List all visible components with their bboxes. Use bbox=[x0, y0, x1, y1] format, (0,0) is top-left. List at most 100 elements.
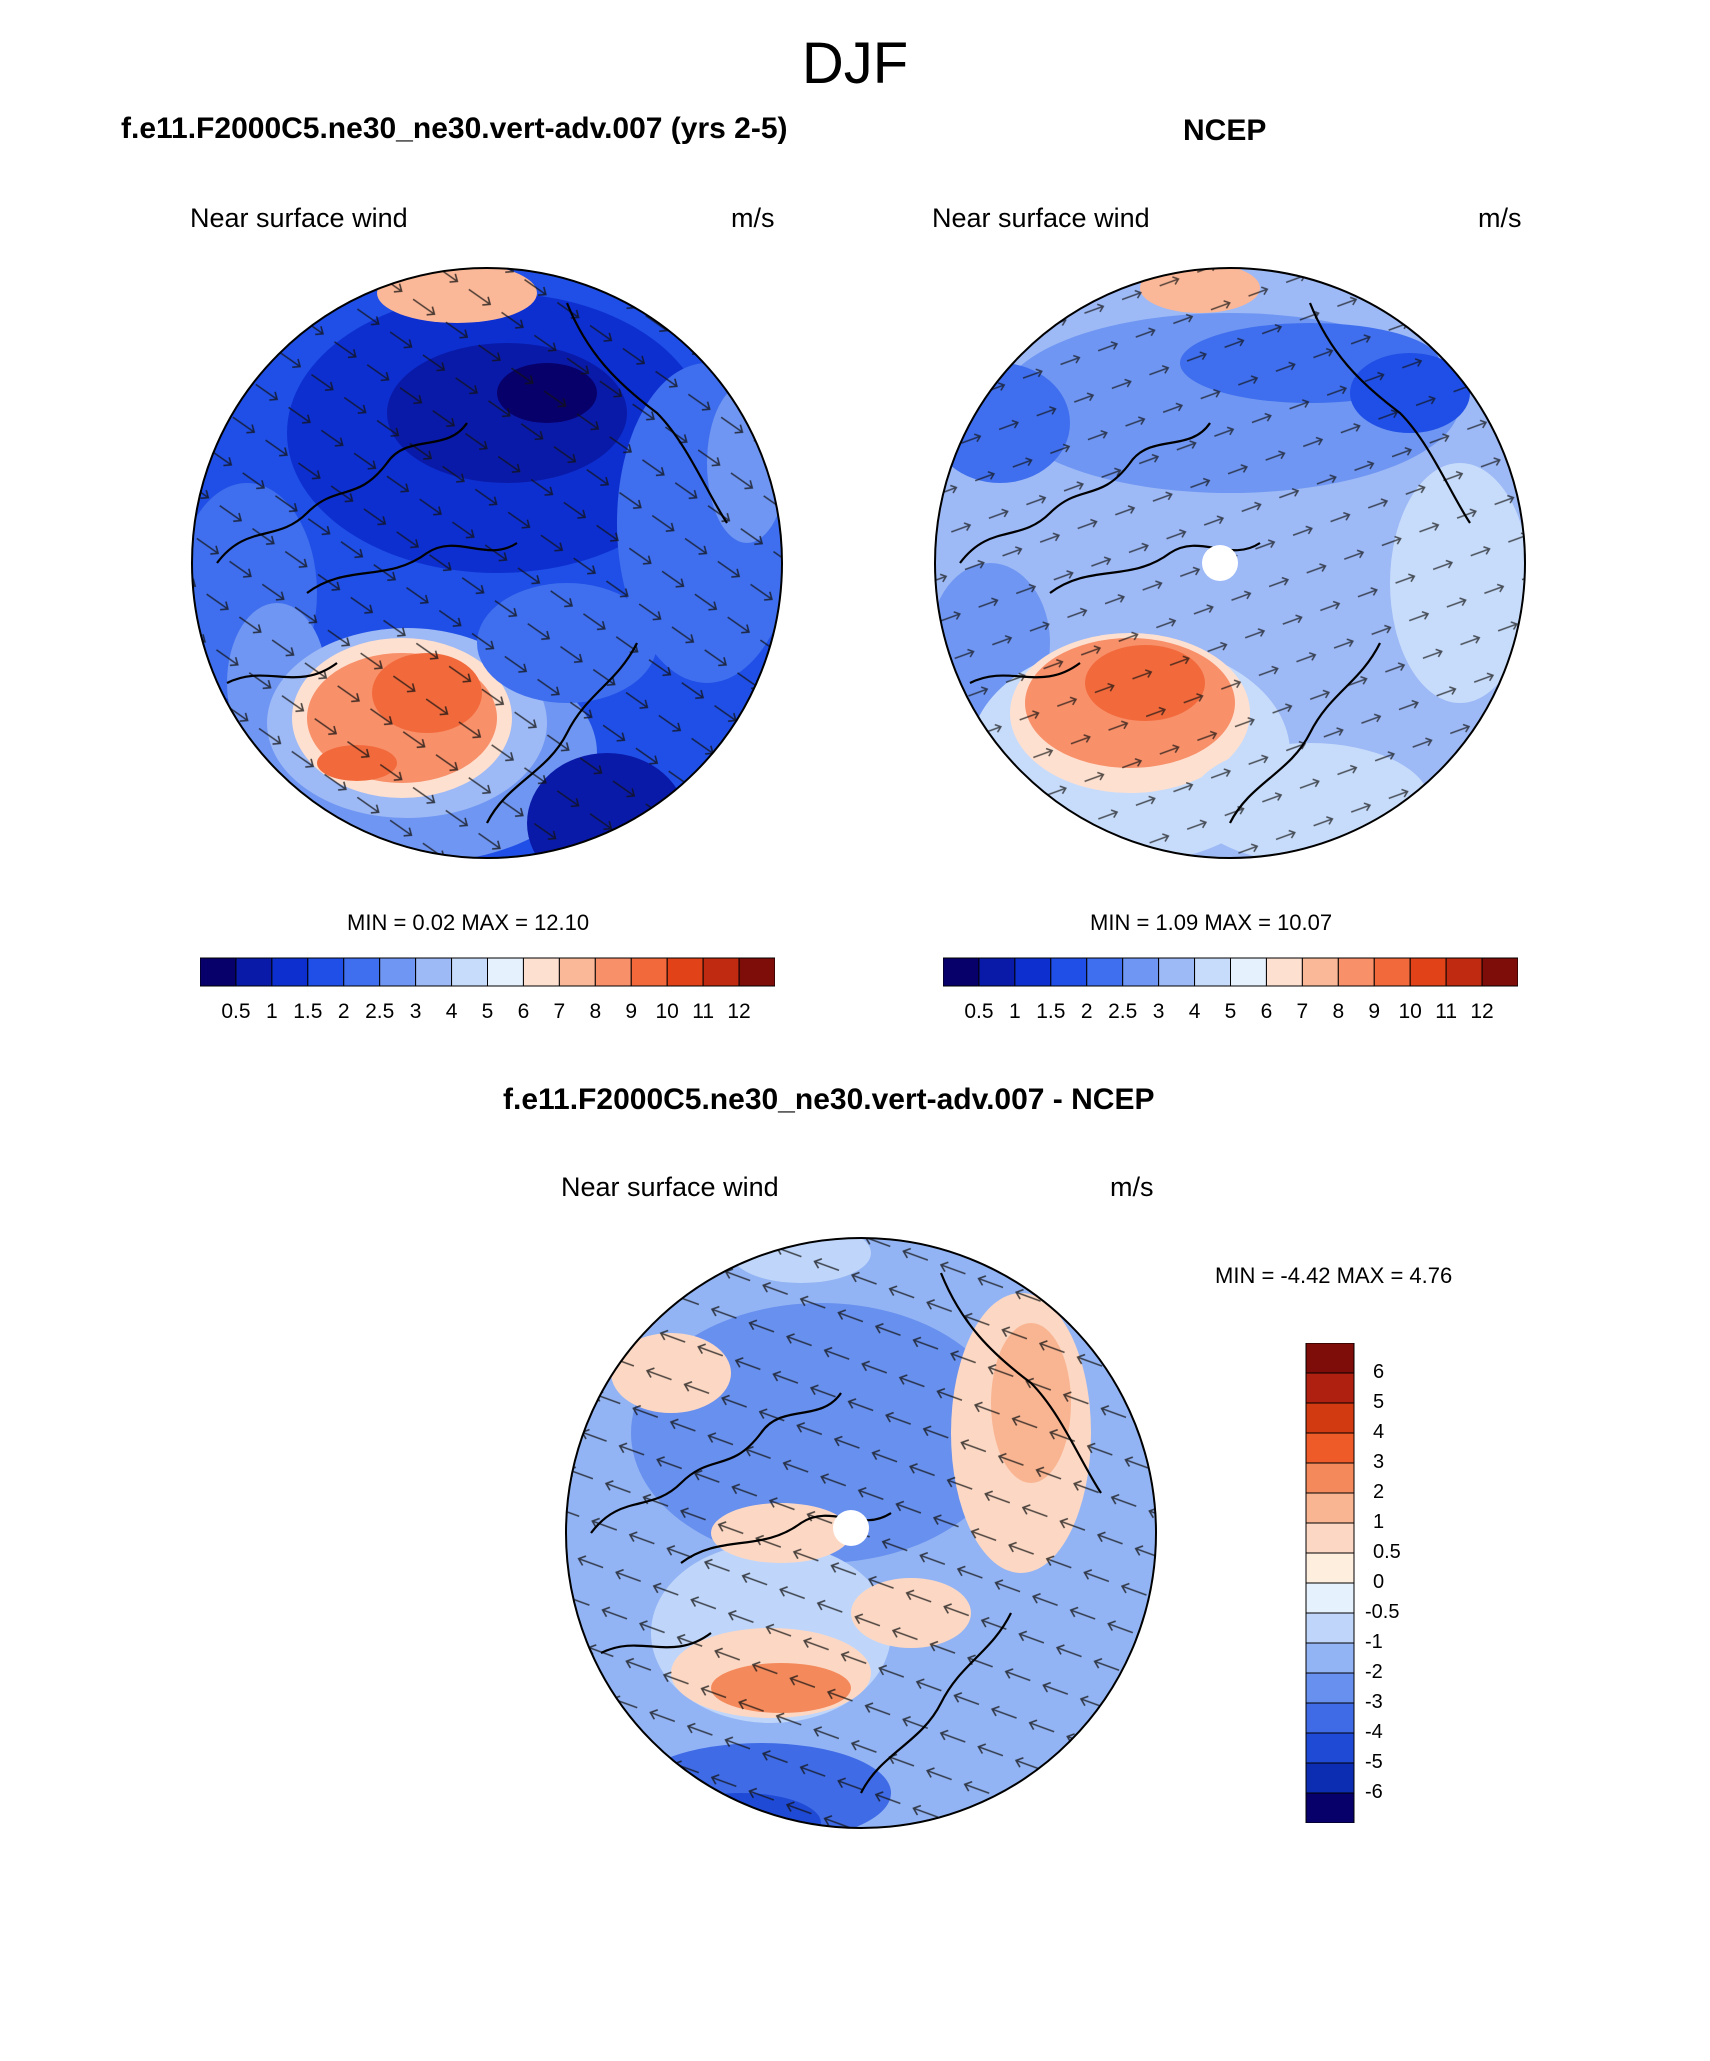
panel1-colorbar-tick-label: 0.5 bbox=[221, 1000, 251, 1023]
panel1-colorbar-tick-label: 5 bbox=[481, 1000, 494, 1023]
panel1-map-border bbox=[191, 267, 783, 859]
panel2-colorbar-tick-label: 5 bbox=[1224, 1000, 1237, 1023]
panel3-colorbar-tick-label: -1 bbox=[1365, 1631, 1383, 1653]
panel2-colorbar-box bbox=[1337, 957, 1375, 987]
panel3-variable-label: Near surface wind bbox=[561, 1172, 779, 1202]
panel3-polar-map bbox=[565, 1237, 1157, 1829]
panel1-colorbar-tick-label: 10 bbox=[655, 1000, 679, 1023]
panel3-colorbar-box bbox=[1305, 1343, 1355, 1374]
panel2-colorbar-tick-label: 8 bbox=[1332, 1000, 1345, 1023]
panel2-colorbar-tick-label: 12 bbox=[1470, 1000, 1494, 1023]
panel2-colorbar-tick-label: 1.5 bbox=[1036, 1000, 1066, 1023]
panel3-colorbar-ticks: 6 5 4 3 2 1 0.5 0 -0.5 -1 -2 -3 -4 -5 -6 bbox=[1365, 1343, 1435, 1823]
panel3-colorbar-tick-label: 0 bbox=[1373, 1571, 1385, 1593]
panel1-colorbar-box bbox=[379, 957, 417, 987]
panel1-colorbar-tick-label: 11 bbox=[692, 1000, 715, 1023]
panel3-colorbar-box bbox=[1305, 1462, 1355, 1494]
panel3-colorbar-box bbox=[1305, 1372, 1355, 1404]
panel1-colorbar-tick-label: 2.5 bbox=[365, 1000, 395, 1023]
panel3-colorbar-box bbox=[1305, 1432, 1355, 1464]
panel2-colorbar-tick-label: 11 bbox=[1435, 1000, 1458, 1023]
panel2-colorbar-tick-label: 3 bbox=[1152, 1000, 1165, 1023]
panel1-colorbar-tick-label: 6 bbox=[517, 1000, 530, 1023]
panel3-colorbar-box bbox=[1305, 1612, 1355, 1644]
panel2-colorbar-tick-label: 6 bbox=[1260, 1000, 1273, 1023]
panel2-colorbar-box bbox=[1230, 957, 1267, 987]
panel2-colorbar-tick-label: 7 bbox=[1296, 1000, 1309, 1023]
panel1-colorbar-ticks: 0.5 1 1.5 2 2.5 3 4 5 6 7 8 9 10 11 12 bbox=[200, 1000, 775, 1030]
panel3-colorbar-tick-label: 0.5 bbox=[1373, 1541, 1401, 1563]
panel3-coastlines bbox=[590, 1272, 1102, 1794]
panel1-colorbar-tick-label: 4 bbox=[445, 1000, 458, 1023]
page-title: DJF bbox=[801, 31, 909, 96]
panel3-colorbar-box bbox=[1305, 1522, 1355, 1554]
panel2-colorbar-tick-label: 9 bbox=[1368, 1000, 1381, 1023]
panel2-colorbar-tick-label: 0.5 bbox=[964, 1000, 994, 1023]
panel2-colorbar-ticks: 0.5 1 1.5 2 2.5 3 4 5 6 7 8 9 10 11 12 bbox=[943, 1000, 1518, 1030]
panel2-colorbar-box bbox=[1481, 957, 1518, 987]
panel1-colorbar-tick-label: 1 bbox=[266, 1000, 278, 1023]
panel3-colorbar-box bbox=[1305, 1492, 1355, 1524]
panel1-colorbar-box bbox=[522, 957, 560, 987]
panel1-polar-map bbox=[191, 267, 783, 859]
panel1-colorbar-box bbox=[738, 957, 775, 987]
panel2-units-label: m/s bbox=[1478, 203, 1522, 233]
panel1-title: f.e11.F2000C5.ne30_ne30.vert-adv.007 (yr… bbox=[121, 112, 788, 145]
panel3-colorbar-box bbox=[1305, 1762, 1355, 1794]
panel3-colorbar-tick-label: 5 bbox=[1373, 1391, 1385, 1413]
panel1-variable-label: Near surface wind bbox=[190, 203, 408, 233]
panel1-colorbar-box bbox=[415, 957, 453, 987]
panel2-colorbar-box bbox=[1122, 957, 1160, 987]
panel1-colorbar-box bbox=[451, 957, 488, 987]
panel3-colorbar-box bbox=[1305, 1702, 1355, 1734]
panel1-minmax: MIN = 0.02 MAX = 12.10 bbox=[347, 910, 590, 935]
panel2-title: NCEP bbox=[1183, 114, 1267, 147]
panel1-colorbar-box bbox=[630, 957, 668, 987]
panel2-polar-map bbox=[934, 267, 1526, 859]
panel2-colorbar-box bbox=[1014, 957, 1052, 987]
panel2-colorbar-box bbox=[1265, 957, 1303, 987]
panel1-colorbar-box bbox=[235, 957, 273, 987]
panel2-colorbar-box bbox=[1373, 957, 1411, 987]
panel3-colorbar-box bbox=[1305, 1582, 1355, 1614]
panel2-colorbar-box bbox=[978, 957, 1016, 987]
panel2-minmax: MIN = 1.09 MAX = 10.07 bbox=[1090, 910, 1333, 935]
panel2-colorbar-tick-label: 4 bbox=[1188, 1000, 1201, 1023]
panel3-title: f.e11.F2000C5.ne30_ne30.vert-adv.007 - N… bbox=[503, 1083, 1155, 1116]
panel1-colorbar-box bbox=[487, 957, 524, 987]
panel2-colorbar-tick-label: 2 bbox=[1080, 1000, 1093, 1023]
panel3-colorbar-box bbox=[1305, 1732, 1355, 1764]
panel1-colorbar-box bbox=[200, 957, 237, 987]
panel2-variable-label: Near surface wind bbox=[932, 203, 1150, 233]
panel3-colorbar-tick-label: 4 bbox=[1373, 1421, 1385, 1443]
panel1-colorbar bbox=[200, 957, 775, 987]
panel2-colorbar-box bbox=[1194, 957, 1231, 987]
panel3-colorbar-tick-label: 1 bbox=[1373, 1511, 1385, 1533]
panel2-colorbar-box bbox=[1301, 957, 1339, 987]
panel2-colorbar-tick-label: 10 bbox=[1398, 1000, 1422, 1023]
panel3-colorbar-tick-label: -6 bbox=[1365, 1781, 1383, 1803]
panel1-colorbar-box bbox=[666, 957, 704, 987]
panel3-colorbar-box bbox=[1305, 1402, 1355, 1434]
panel2-map-border bbox=[934, 267, 1526, 859]
panel1-colorbar-box bbox=[271, 957, 309, 987]
panel2-colorbar-tick-label: 1 bbox=[1009, 1000, 1021, 1023]
panel1-colorbar-tick-label: 1.5 bbox=[293, 1000, 323, 1023]
panel2-coastlines bbox=[959, 302, 1471, 824]
panel2-colorbar-tick-label: 2.5 bbox=[1108, 1000, 1138, 1023]
panel1-wind-vectors bbox=[192, 268, 782, 858]
panel1-coastlines bbox=[216, 302, 728, 824]
panel3-colorbar-tick-label: -4 bbox=[1365, 1721, 1383, 1743]
panel1-colorbar-box bbox=[307, 957, 345, 987]
panel3-colorbar-tick-label: -5 bbox=[1365, 1751, 1383, 1773]
panel2-colorbar bbox=[943, 957, 1518, 987]
panel3-units-label: m/s bbox=[1110, 1172, 1154, 1202]
panel2-colorbar-box bbox=[1086, 957, 1124, 987]
panel3-colorbar-tick-label: -2 bbox=[1365, 1661, 1383, 1683]
panel1-colorbar-box bbox=[594, 957, 632, 987]
panel2-colorbar-box bbox=[1409, 957, 1447, 987]
panel1-colorbar-box bbox=[343, 957, 381, 987]
panel1-colorbar-box bbox=[558, 957, 596, 987]
panel3-colorbar-box bbox=[1305, 1552, 1355, 1584]
panel3-colorbar-box bbox=[1305, 1672, 1355, 1704]
